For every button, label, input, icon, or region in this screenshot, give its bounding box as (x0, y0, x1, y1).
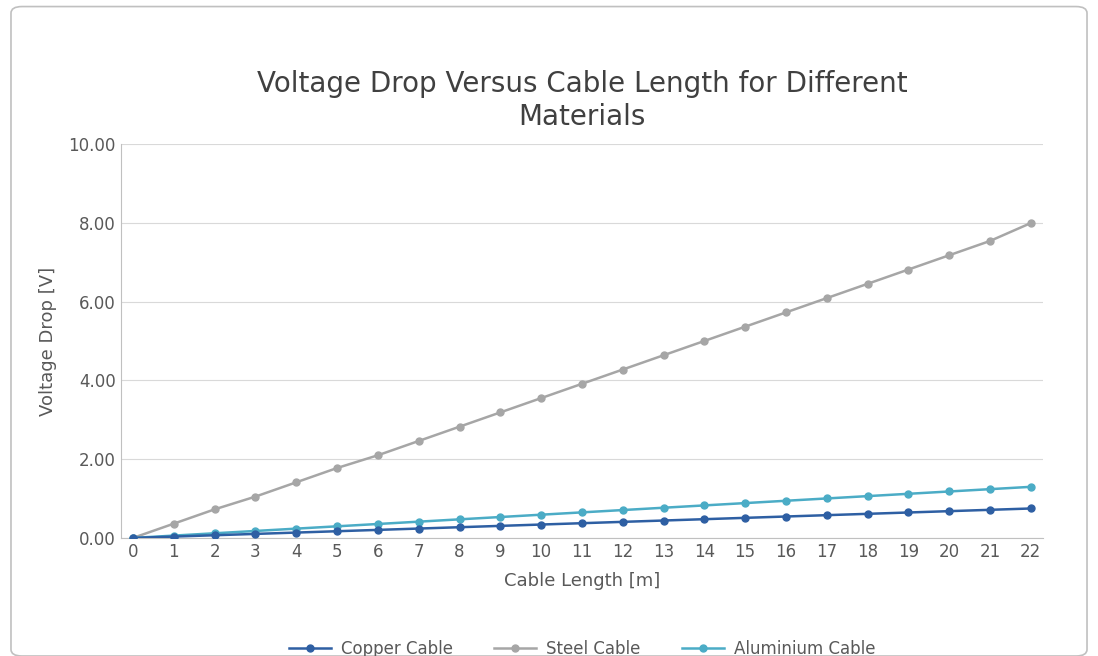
Copper Cable (494, 522, 507, 530)
Aluminium Cable (575, 508, 589, 516)
Copper Cable (290, 529, 303, 537)
Steel Cable (371, 451, 384, 459)
Steel Cable (861, 280, 874, 288)
Steel Cable (820, 294, 833, 302)
Steel Cable (412, 437, 425, 445)
Copper Cable (657, 516, 670, 524)
Line: Copper Cable: Copper Cable (130, 505, 1034, 541)
Steel Cable (452, 422, 466, 430)
Steel Cable (208, 505, 221, 513)
Copper Cable (412, 525, 425, 533)
Aluminium Cable (290, 525, 303, 533)
Y-axis label: Voltage Drop [V]: Voltage Drop [V] (40, 266, 57, 416)
Copper Cable (575, 520, 589, 527)
Steel Cable (698, 337, 712, 345)
Line: Aluminium Cable: Aluminium Cable (130, 483, 1034, 541)
Copper Cable (861, 510, 874, 518)
Copper Cable (126, 534, 139, 542)
Copper Cable (452, 523, 466, 531)
Copper Cable (167, 533, 180, 541)
Steel Cable (901, 266, 915, 274)
Copper Cable (249, 530, 262, 538)
Copper Cable (616, 518, 629, 526)
Steel Cable (943, 251, 956, 259)
Steel Cable (780, 308, 793, 316)
Aluminium Cable (780, 497, 793, 504)
Copper Cable (698, 515, 712, 523)
Steel Cable (167, 520, 180, 527)
Aluminium Cable (698, 501, 712, 509)
Legend: Copper Cable, Steel Cable, Aluminium Cable: Copper Cable, Steel Cable, Aluminium Cab… (282, 633, 882, 656)
FancyBboxPatch shape (11, 7, 1087, 656)
Steel Cable (290, 478, 303, 486)
Copper Cable (208, 531, 221, 539)
Aluminium Cable (412, 518, 425, 525)
Aluminium Cable (249, 527, 262, 535)
Steel Cable (535, 394, 548, 402)
Steel Cable (330, 464, 344, 472)
Copper Cable (901, 508, 915, 516)
Aluminium Cable (984, 485, 997, 493)
Steel Cable (575, 380, 589, 388)
Copper Cable (535, 521, 548, 529)
Title: Voltage Drop Versus Cable Length for Different
Materials: Voltage Drop Versus Cable Length for Dif… (257, 70, 907, 131)
Aluminium Cable (901, 490, 915, 498)
Aluminium Cable (494, 513, 507, 521)
Aluminium Cable (616, 506, 629, 514)
Aluminium Cable (1024, 483, 1038, 491)
Aluminium Cable (330, 522, 344, 530)
Aluminium Cable (208, 529, 221, 537)
Copper Cable (780, 512, 793, 520)
Steel Cable (126, 534, 139, 542)
Steel Cable (984, 237, 997, 245)
X-axis label: Cable Length [m]: Cable Length [m] (504, 572, 660, 590)
Aluminium Cable (861, 492, 874, 500)
Aluminium Cable (657, 504, 670, 512)
Copper Cable (820, 511, 833, 519)
Aluminium Cable (943, 487, 956, 495)
Steel Cable (657, 352, 670, 359)
Aluminium Cable (452, 516, 466, 523)
Copper Cable (371, 526, 384, 534)
Steel Cable (739, 323, 752, 331)
Aluminium Cable (739, 499, 752, 507)
Copper Cable (330, 527, 344, 535)
Copper Cable (1024, 504, 1038, 512)
Line: Steel Cable: Steel Cable (130, 220, 1034, 541)
Steel Cable (494, 409, 507, 417)
Aluminium Cable (371, 520, 384, 528)
Aluminium Cable (126, 534, 139, 542)
Copper Cable (739, 514, 752, 522)
Copper Cable (943, 507, 956, 515)
Steel Cable (616, 365, 629, 373)
Aluminium Cable (820, 495, 833, 502)
Aluminium Cable (167, 531, 180, 539)
Steel Cable (1024, 219, 1038, 227)
Aluminium Cable (535, 511, 548, 519)
Copper Cable (984, 506, 997, 514)
Steel Cable (249, 493, 262, 501)
